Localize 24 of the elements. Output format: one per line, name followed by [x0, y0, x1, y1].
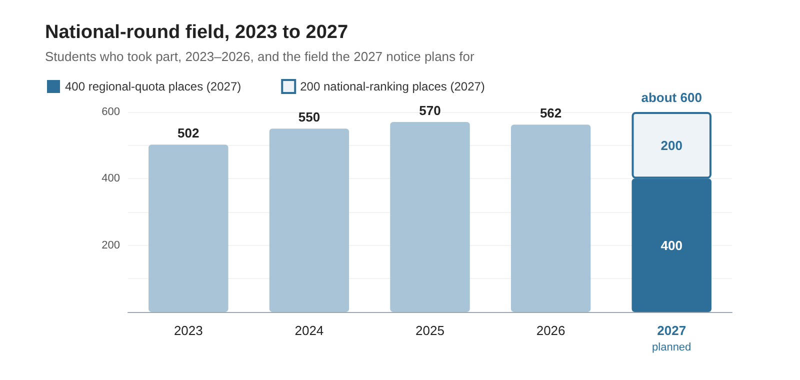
data-label: 550	[298, 110, 320, 125]
data-label: 200	[660, 138, 682, 153]
legend-label: 200 national-ranking places (2027)	[300, 80, 485, 94]
x-tick-label: 2023	[174, 323, 203, 338]
bar	[510, 124, 591, 312]
chart-subtitle: Students who took part, 2023–2026, and the field the 2027 notice plans for	[45, 49, 475, 64]
data-label: 502	[178, 126, 200, 141]
x-tick-label: 2025	[416, 323, 444, 338]
y-tick-label: 600	[102, 106, 120, 118]
y-tick-label: 200	[102, 239, 120, 252]
bar	[390, 122, 470, 312]
legend-label: 400 regional-quota places (2027)	[65, 80, 242, 94]
chart-title: National-round field, 2023 to 2027	[45, 22, 348, 43]
text: planned	[652, 342, 692, 354]
x-tick-label: 2027	[657, 323, 686, 338]
bar	[269, 128, 350, 312]
y-tick-label: 400	[102, 172, 120, 185]
total-label: about 600	[641, 90, 702, 105]
data-label: 570	[419, 103, 441, 118]
x-tick-label: 2026	[536, 323, 566, 338]
data-label: 400	[660, 238, 682, 253]
x-tick-label: 2024	[294, 323, 324, 338]
data-label: 562	[540, 106, 562, 121]
bar	[148, 144, 228, 312]
